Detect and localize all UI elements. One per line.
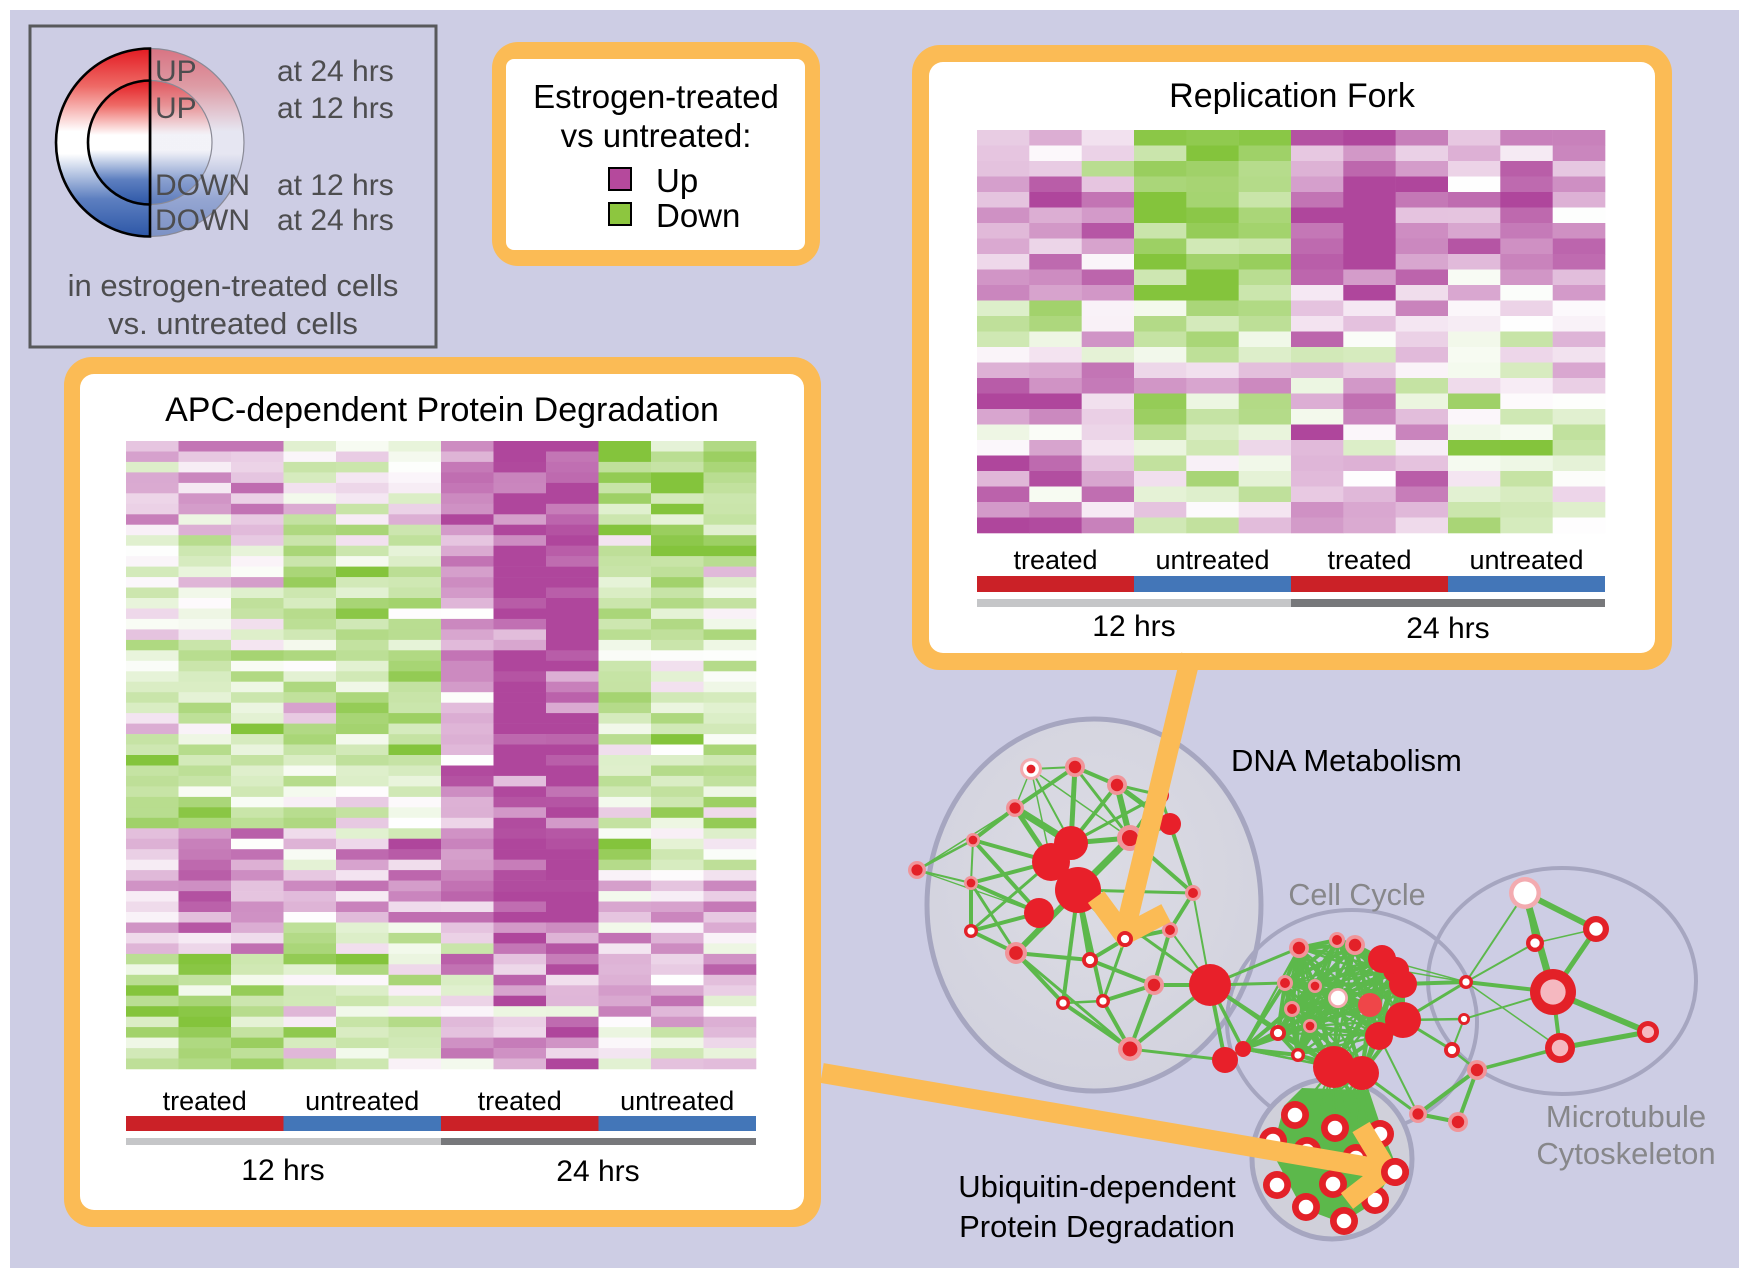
svg-text:at 24 hrs: at 24 hrs xyxy=(277,204,394,237)
svg-text:untreated: untreated xyxy=(305,1086,419,1116)
svg-text:24 hrs: 24 hrs xyxy=(1406,612,1489,645)
svg-text:Microtubule: Microtubule xyxy=(1546,1099,1706,1134)
svg-text:untreated: untreated xyxy=(1469,545,1583,575)
svg-text:untreated: untreated xyxy=(1155,545,1269,575)
svg-text:Ubiquitin-dependent: Ubiquitin-dependent xyxy=(958,1169,1236,1204)
svg-text:at 12 hrs: at 12 hrs xyxy=(277,92,394,125)
svg-text:24 hrs: 24 hrs xyxy=(556,1155,639,1188)
svg-text:at 12 hrs: at 12 hrs xyxy=(277,169,394,202)
svg-text:at 24 hrs: at 24 hrs xyxy=(277,55,394,88)
svg-text:DOWN: DOWN xyxy=(155,169,250,202)
svg-text:treated: treated xyxy=(478,1086,562,1116)
svg-text:DOWN: DOWN xyxy=(155,204,250,237)
svg-text:Down: Down xyxy=(656,197,740,234)
svg-text:Replication Fork: Replication Fork xyxy=(1169,77,1416,115)
svg-text:Cytoskeleton: Cytoskeleton xyxy=(1536,1136,1715,1171)
svg-text:Up: Up xyxy=(656,162,698,199)
svg-text:in estrogen-treated cells: in estrogen-treated cells xyxy=(68,268,399,303)
svg-text:APC-dependent Protein Degradat: APC-dependent Protein Degradation xyxy=(165,391,719,429)
svg-text:untreated: untreated xyxy=(620,1086,734,1116)
svg-text:12 hrs: 12 hrs xyxy=(1092,610,1175,643)
svg-text:treated: treated xyxy=(1327,545,1411,575)
svg-text:vs untreated:: vs untreated: xyxy=(561,117,752,154)
svg-text:12 hrs: 12 hrs xyxy=(241,1154,324,1187)
svg-text:vs. untreated cells: vs. untreated cells xyxy=(108,306,358,341)
svg-text:UP: UP xyxy=(155,55,197,88)
svg-text:Estrogen-treated: Estrogen-treated xyxy=(533,78,779,115)
svg-text:Cell Cycle: Cell Cycle xyxy=(1288,878,1425,912)
svg-text:UP: UP xyxy=(155,92,197,125)
svg-text:Protein Degradation: Protein Degradation xyxy=(959,1209,1235,1244)
svg-text:treated: treated xyxy=(1013,545,1097,575)
svg-text:DNA Metabolism: DNA Metabolism xyxy=(1231,743,1462,778)
svg-text:treated: treated xyxy=(163,1086,247,1116)
